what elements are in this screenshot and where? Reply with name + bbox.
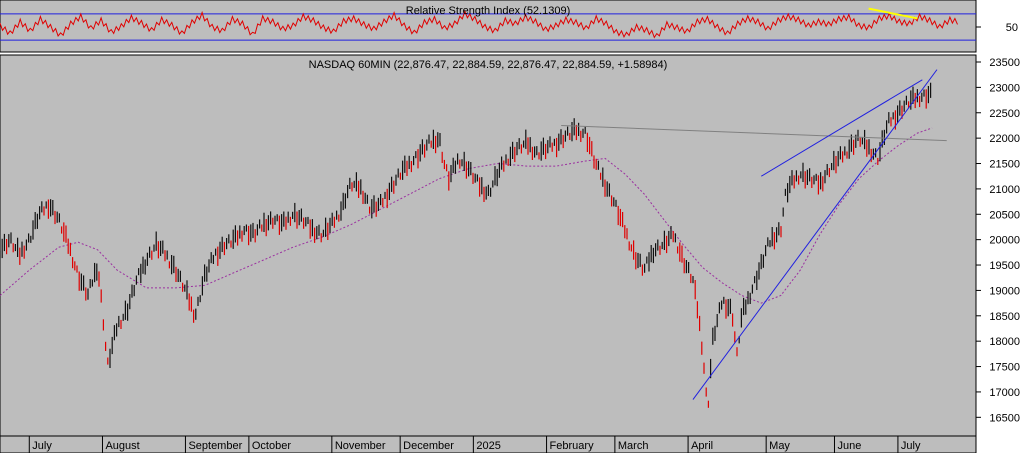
x-tick-label: March	[618, 440, 649, 452]
price-y-tick-label: 19500	[989, 260, 1020, 272]
price-y-tick-label: 21000	[989, 184, 1020, 196]
x-tick-label: July	[901, 440, 921, 452]
price-trend-line	[561, 124, 947, 142]
price-y-tick-label: 19000	[989, 285, 1020, 297]
price-y-tick-label: 17000	[989, 387, 1020, 399]
rsi-panel: Relative Strength Index (52.1309) 50	[0, 0, 1018, 53]
x-tick-label: October	[252, 440, 291, 452]
x-tick-label: September	[188, 440, 242, 452]
price-trend-line	[761, 79, 923, 177]
x-axis-strip	[0, 435, 977, 453]
x-tick-label: July	[32, 440, 52, 452]
moving-average-line	[0, 127, 933, 304]
price-y-tick-label: 17500	[989, 362, 1020, 374]
rsi-y-axis: 50	[976, 22, 1018, 34]
x-tick-label: November	[335, 440, 386, 452]
price-y-tick-label: 21500	[989, 159, 1020, 171]
rsi-plot-area	[0, 0, 977, 53]
x-tick-label: May	[769, 440, 790, 452]
price-trend-line	[692, 69, 938, 400]
x-tick-label: December	[403, 440, 454, 452]
price-y-tick-label: 18000	[989, 336, 1020, 348]
x-tick-label: June	[837, 440, 861, 452]
x-tick-label: 2025	[476, 440, 500, 452]
rsi-trend-line	[868, 7, 918, 20]
price-y-tick-label: 22500	[989, 108, 1020, 120]
price-y-tick-label: 20000	[989, 235, 1020, 247]
rsi-line	[0, 9, 958, 39]
price-y-tick-label: 18500	[989, 311, 1020, 323]
price-y-tick-label: 16500	[989, 412, 1020, 424]
x-tick-label: August	[105, 440, 139, 452]
trend-lines-layer	[561, 69, 947, 400]
price-plot-area	[0, 54, 977, 437]
price-panel: NASDAQ 60MIN (22,876.47, 22,884.59, 22,8…	[0, 54, 1020, 437]
price-y-tick-label: 23000	[989, 82, 1020, 94]
x-axis: July August September October November Decemb…	[0, 435, 977, 453]
price-y-tick-label: 22000	[989, 133, 1020, 145]
price-y-tick-label: 23500	[989, 57, 1020, 69]
x-axis-ticks: July August September October November Decemb…	[28, 436, 921, 453]
moving-average-layer	[0, 127, 933, 304]
price-title: NASDAQ 60MIN (22,876.47, 22,884.59, 22,8…	[309, 59, 668, 71]
price-y-axis: 16500 17000 17500 18000 18500 19000 19500 20000…	[976, 57, 1020, 424]
price-bars-layer	[0, 82, 932, 408]
x-tick-label: April	[691, 440, 713, 452]
x-tick-label: February	[550, 440, 595, 452]
price-y-tick-label: 20500	[989, 209, 1020, 221]
rsi-title: Relative Strength Index (52.1309)	[406, 5, 571, 17]
rsi-y-tick-label: 50	[1006, 22, 1018, 34]
